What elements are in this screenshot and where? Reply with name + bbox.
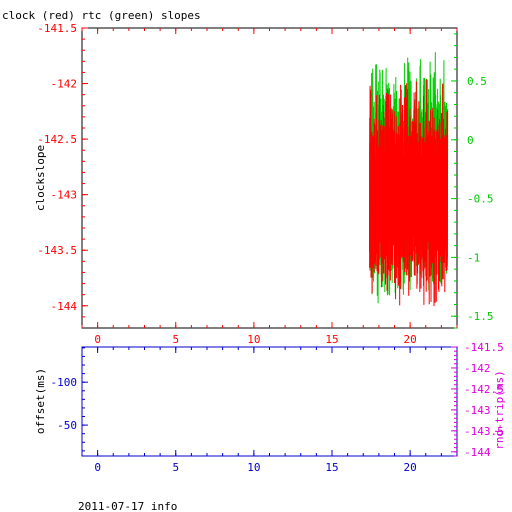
top-right-tick-label: 0.5 xyxy=(467,75,487,88)
top-right-tick-label: 0 xyxy=(467,134,474,147)
bottom-x-tick-label: 5 xyxy=(172,461,179,474)
bottom-panel-frame xyxy=(81,346,458,457)
top-x-tick-label: 0 xyxy=(94,333,101,346)
top-right-tick-label: -1.5 xyxy=(467,310,494,323)
top-left-tick-label: -143 xyxy=(51,189,78,202)
chart-title: clock (red) rtc (green) slopes xyxy=(2,9,201,22)
top-x-tick-label: 15 xyxy=(325,333,338,346)
bottom-right-tick-label: -142.5 xyxy=(464,383,504,396)
top-x-tick-label: 5 xyxy=(172,333,179,346)
bottom-x-tick-label: 15 xyxy=(325,461,338,474)
top-left-tick-label: -142 xyxy=(51,78,78,91)
bottom-x-tick-label: 0 xyxy=(94,461,101,474)
top-right-tick-label: -1 xyxy=(467,251,480,264)
clock-slope-series-red xyxy=(369,79,449,307)
top-y-label: clockslope xyxy=(34,145,47,211)
top-x-axis: 0 5 10 15 20 xyxy=(81,28,458,346)
bottom-left-tick-label: -50 xyxy=(57,419,77,432)
top-x-tick-label: 20 xyxy=(404,333,417,346)
top-right-axis: 0.5 0 -0.5 -1 -1.5 xyxy=(451,33,494,329)
bottom-right-tick-label: -141.5 xyxy=(464,341,504,354)
bottom-x-tick-label: 10 xyxy=(247,461,260,474)
bottom-right-axis: -141.5 -142 -142.5 -143 -143.5 -144 xyxy=(451,341,504,459)
bottom-left-tick-label: -100 xyxy=(51,376,78,389)
top-left-axis: -141.5 -142 -142.5 -143 -143.5 -144 xyxy=(37,22,88,318)
top-x-tick-label: 10 xyxy=(247,333,260,346)
bottom-left-axis: -100 -50 xyxy=(51,347,88,452)
bottom-x-axis: 0 5 10 15 20 xyxy=(81,347,458,474)
bottom-right-tick-label: -144 xyxy=(464,446,491,459)
bottom-x-tick-label: 20 xyxy=(404,461,417,474)
top-right-tick-label: -0.5 xyxy=(467,193,494,206)
top-left-tick-label: -143.5 xyxy=(37,244,77,257)
bottom-right-tick-label: -143.5 xyxy=(464,425,504,438)
bottom-y-label: offset(ms) xyxy=(34,368,47,434)
bottom-right-tick-label: -143 xyxy=(464,404,491,417)
bottom-right-y-label: rnd-trip(ms) xyxy=(493,370,506,449)
top-traces xyxy=(369,52,449,307)
bottom-panel: -100 -50 -141.5 -142 -142.5 -143 -143.5 -144 0… xyxy=(34,341,506,474)
top-panel: -141.5 -142 -142.5 -143 -143.5 -144 0.5 0 -0.5 -… xyxy=(34,22,494,346)
top-left-tick-label: -142.5 xyxy=(37,133,77,146)
footer-date: 2011-07-17 info xyxy=(78,500,177,512)
bottom-right-tick-label: -142 xyxy=(464,362,491,375)
top-left-tick-label: -141.5 xyxy=(37,22,77,35)
top-left-tick-label: -144 xyxy=(51,300,78,313)
